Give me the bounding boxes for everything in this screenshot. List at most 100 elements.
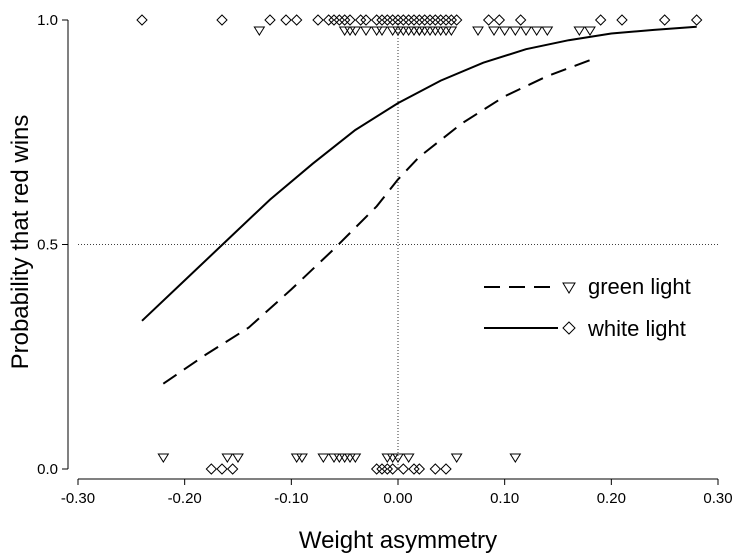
x-axis-title: Weight asymmetry <box>299 527 497 554</box>
green-outcome-marker <box>221 453 234 463</box>
green-outcome-marker <box>402 26 415 36</box>
white-outcome-marker <box>397 463 410 475</box>
green-outcome-marker <box>381 453 394 463</box>
white-outcome-marker <box>216 14 228 26</box>
white-outcome-marker <box>376 14 388 26</box>
green-outcome-marker <box>573 26 586 36</box>
green-outcome-marker <box>360 26 372 36</box>
white-outcome-marker <box>386 463 399 475</box>
white-outcome-marker <box>514 14 527 26</box>
green-outcome-marker <box>520 26 532 36</box>
green-outcome-marker <box>290 453 303 463</box>
green-outcome-marker <box>429 26 442 36</box>
green-outcome-marker <box>530 26 543 36</box>
axes <box>62 19 719 485</box>
x-tick-label: -0.20 <box>168 490 202 507</box>
white-outcome-marker <box>616 14 628 26</box>
x-tick-label: 0.00 <box>383 490 412 507</box>
green-outcome-marker <box>472 26 484 36</box>
white-outcome-marker <box>344 14 356 26</box>
white-outcome-marker <box>594 14 607 26</box>
y-tick-label: 0.5 <box>37 237 58 254</box>
green-outcome-marker <box>498 26 511 36</box>
green-outcome-marker <box>386 26 399 36</box>
green-outcome-marker <box>397 26 410 36</box>
green-outcome-marker <box>413 26 426 36</box>
white-outcome-marker <box>445 14 458 26</box>
green-outcome-marker <box>408 26 420 36</box>
x-tick-label: 0.10 <box>490 490 519 507</box>
white-outcome-marker <box>370 14 383 26</box>
white-outcome-marker <box>450 14 463 26</box>
y-tick-label: 0.0 <box>37 461 58 478</box>
green-outcome-marker <box>450 453 463 463</box>
green-outcome-marker <box>402 453 415 463</box>
green-outcome-marker <box>338 26 351 36</box>
legend-green-label: green light <box>588 274 691 299</box>
white-outcome-marker <box>216 463 228 475</box>
green-outcome-marker <box>509 453 522 463</box>
green-outcome-marker <box>386 453 399 463</box>
y-axis-title: Probability that red wins <box>7 115 34 370</box>
green-outcome-marker <box>328 453 340 463</box>
white-outcome-marker <box>413 463 426 475</box>
white-outcome-marker <box>322 14 335 26</box>
green-outcome-marker <box>253 26 266 36</box>
green-outcome-marker <box>413 26 426 36</box>
white-outcome-marker <box>402 14 415 26</box>
white-outcome-marker <box>370 463 383 475</box>
legend: green light white light <box>484 274 691 341</box>
white-outcome-marker <box>333 14 346 26</box>
white-outcome-marker <box>392 14 404 26</box>
x-tick-label: -0.10 <box>274 490 308 507</box>
green-outcome-marker <box>317 453 330 463</box>
green-outcome-marker <box>157 453 170 463</box>
outcome-markers <box>136 14 703 475</box>
green-outcome-marker <box>434 26 447 36</box>
white-outcome-marker <box>386 14 399 26</box>
green-outcome-marker <box>333 453 346 463</box>
white-outcome-marker <box>424 14 436 26</box>
green-outcome-marker <box>424 26 436 36</box>
green-outcome-marker <box>445 26 458 36</box>
green-outcome-marker <box>370 26 383 36</box>
reference-lines <box>78 20 718 469</box>
green-outcome-marker <box>392 453 404 463</box>
white-outcome-marker <box>429 463 442 475</box>
curve-white-light <box>141 25 697 322</box>
white-outcome-marker <box>408 14 420 26</box>
white-outcome-marker <box>338 14 351 26</box>
white-outcome-marker <box>408 463 420 475</box>
green-outcome-marker <box>296 453 308 463</box>
white-outcome-marker <box>328 14 340 26</box>
white-outcome-marker <box>205 463 218 475</box>
white-outcome-marker <box>264 14 276 26</box>
white-outcome-marker <box>354 14 367 26</box>
legend-green-marker <box>562 282 576 294</box>
white-outcome-marker <box>413 14 426 26</box>
white-outcome-marker <box>360 14 372 26</box>
white-outcome-marker <box>136 14 148 26</box>
green-outcome-marker <box>440 26 452 36</box>
white-outcome-marker <box>440 14 452 26</box>
legend-white-label: white light <box>587 316 686 341</box>
white-outcome-marker <box>290 14 303 26</box>
green-outcome-marker <box>392 26 404 36</box>
white-outcome-marker <box>429 14 442 26</box>
white-outcome-marker <box>440 463 452 475</box>
x-tick-label: 0.20 <box>597 490 626 507</box>
green-outcome-marker <box>376 26 388 36</box>
white-outcome-marker <box>434 14 447 26</box>
curve-green-light <box>162 57 596 385</box>
tick-labels: -0.30 -0.20 -0.10 0.00 0.10 0.20 0.30 0.0 0.5 1.0 <box>37 12 732 507</box>
legend-white-marker <box>562 321 576 335</box>
green-outcome-marker <box>488 26 500 36</box>
white-outcome-marker <box>381 463 394 475</box>
white-outcome-marker <box>381 14 394 26</box>
white-outcome-marker <box>658 14 671 26</box>
x-tick-label: 0.30 <box>703 490 732 507</box>
white-outcome-marker <box>493 14 506 26</box>
white-outcome-marker <box>376 463 388 475</box>
white-outcome-marker <box>226 463 239 475</box>
